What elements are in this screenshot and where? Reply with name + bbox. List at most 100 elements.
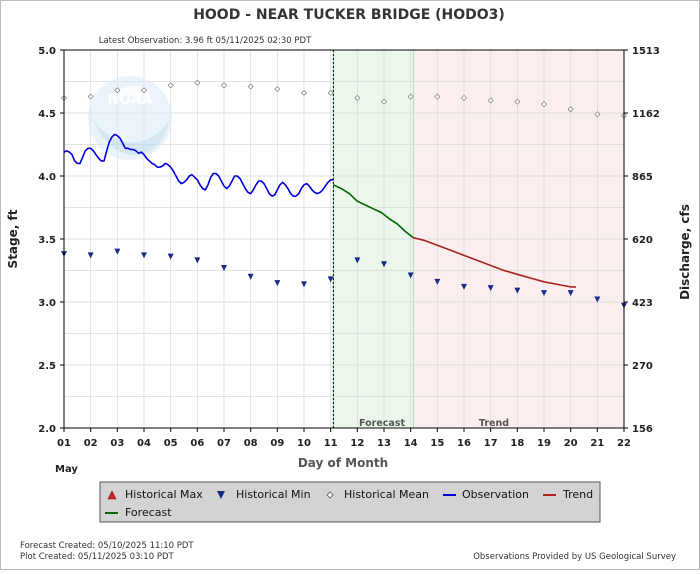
- historical-min-point: [567, 290, 574, 297]
- historical-mean-point: [167, 82, 174, 89]
- forecast-created: Forecast Created: 05/10/2025 11:10 PDT: [20, 541, 194, 551]
- y-axis-label: Stage, ft: [6, 209, 20, 268]
- historical-mean-point: [354, 94, 361, 101]
- historical-min-point: [221, 264, 227, 271]
- y2-tick-label: 1513: [632, 46, 660, 57]
- y2-tick-label: 270: [632, 361, 653, 372]
- x-tick-label: 13: [377, 438, 391, 449]
- historical-mean-point: [327, 89, 334, 96]
- legend-item-trend: Trend: [543, 488, 593, 501]
- historical-min-point: [381, 261, 387, 268]
- forecast-region-label: Forecast: [359, 418, 405, 429]
- y2-tick-label: 620: [632, 235, 653, 246]
- historical-mean-point: [460, 94, 468, 101]
- historical-min-point: [487, 285, 494, 292]
- x-tick-label: 18: [510, 438, 524, 449]
- x-tick-label: 15: [430, 438, 444, 449]
- historical-mean-icon: [326, 491, 334, 499]
- x-tick-label: 05: [164, 438, 178, 449]
- legend-item-historical-max: Historical Max: [107, 488, 203, 501]
- chart-title: HOOD - NEAR TUCKER BRIDGE (HODO3): [193, 7, 505, 23]
- historical-mean-point: [434, 93, 441, 100]
- historical-mean-point: [247, 83, 254, 90]
- historical-min-icon: [217, 491, 225, 499]
- y-tick-label: 4.5: [38, 109, 56, 120]
- historical-mean-point: [540, 101, 548, 108]
- historical-mean-point: [274, 85, 281, 93]
- historical-mean-point: [594, 111, 601, 118]
- x-tick-label: 22: [617, 438, 631, 449]
- historical-mean-point: [194, 79, 201, 86]
- legend-label-forecast: Forecast: [125, 506, 172, 519]
- x-tick-label: 10: [297, 438, 311, 449]
- latest-observation: Latest Observation: 3.96 ft 05/11/2025 0…: [99, 36, 312, 46]
- historical-min-point: [301, 281, 307, 288]
- legend-item-observation: Observation: [443, 488, 529, 501]
- historical-mean-point: [407, 93, 414, 100]
- historical-max-icon: [107, 490, 117, 500]
- legend-label-historical-min: Historical Min: [236, 488, 311, 501]
- x-axis: 01 02 03 04 05 06 07 08 09 10 11 12 13 14 15 16 17 18 19 20…: [57, 428, 631, 449]
- legend-item-historical-mean: Historical Mean: [326, 488, 429, 501]
- historical-min-point: [114, 248, 121, 255]
- svg-text:NOAA: NOAA: [108, 92, 153, 108]
- x-tick-label: 07: [217, 438, 231, 449]
- trend-region-label: Trend: [479, 418, 509, 429]
- historical-mean-point: [487, 97, 494, 104]
- legend-label-observation: Observation: [462, 488, 529, 501]
- data-credit: Observations Provided by US Geological S…: [473, 552, 676, 562]
- historical-min-point: [354, 257, 361, 264]
- x-tick-label: 17: [484, 438, 498, 449]
- y2-tick-label: 423: [632, 298, 653, 309]
- y-tick-label: 2.0: [38, 424, 56, 435]
- x-tick-label: 09: [270, 438, 284, 449]
- historical-mean-point: [567, 106, 574, 113]
- historical-mean-point: [300, 89, 308, 96]
- y-tick-label: 4.0: [38, 172, 56, 183]
- legend-item-forecast: Forecast: [105, 506, 172, 519]
- y-tick-label: 3.0: [38, 298, 56, 309]
- historical-min-point: [594, 296, 601, 303]
- historical-mean-point: [114, 87, 121, 94]
- historical-min-point: [167, 253, 174, 260]
- historical-min-point: [141, 252, 147, 259]
- historical-mean-point: [380, 98, 388, 105]
- x-axis-label: Day of Month: [298, 456, 388, 470]
- y-tick-label: 5.0: [38, 46, 56, 57]
- x-tick-label: 11: [324, 438, 338, 449]
- y2-tick-label: 1162: [632, 109, 660, 120]
- y-axis-right: 156 270 423 620 865 1162 1513: [624, 46, 660, 435]
- legend: Historical Max Historical Min Historical…: [99, 481, 601, 523]
- x-tick-label: 20: [564, 438, 578, 449]
- historical-min-point: [541, 290, 547, 297]
- y2-tick-label: 156: [632, 424, 653, 435]
- x-tick-label: 03: [110, 438, 124, 449]
- x-tick-label: 01: [57, 438, 71, 449]
- y-tick-label: 2.5: [38, 361, 56, 372]
- historical-min-point: [247, 273, 254, 280]
- plot-created: Plot Created: 05/11/2025 03:10 PDT: [20, 552, 174, 562]
- historical-min-point: [194, 257, 201, 264]
- x-tick-label: 21: [590, 438, 604, 449]
- historical-mean-point: [140, 87, 148, 94]
- noaa-logo: NOAA: [88, 76, 172, 160]
- historical-min-point: [87, 252, 94, 259]
- y2-tick-label: 865: [632, 172, 653, 183]
- trend-line: [413, 236, 576, 288]
- x-tick-label: 08: [244, 438, 258, 449]
- x-tick-label: 06: [190, 438, 204, 449]
- historical-min-point: [461, 283, 467, 290]
- x-tick-label: 19: [537, 438, 551, 449]
- historical-min-point: [434, 278, 441, 285]
- historical-mean-point: [514, 98, 521, 105]
- legend-box: [99, 481, 601, 523]
- historical-mean-point: [87, 93, 94, 100]
- historical-min-point: [274, 280, 281, 287]
- y2-axis-label: Discharge, cfs: [678, 204, 692, 300]
- legend-label-historical-max: Historical Max: [125, 488, 203, 501]
- legend-label-historical-mean: Historical Mean: [344, 488, 429, 501]
- x-tick-label: 12: [350, 438, 364, 449]
- observation-line: [63, 133, 334, 197]
